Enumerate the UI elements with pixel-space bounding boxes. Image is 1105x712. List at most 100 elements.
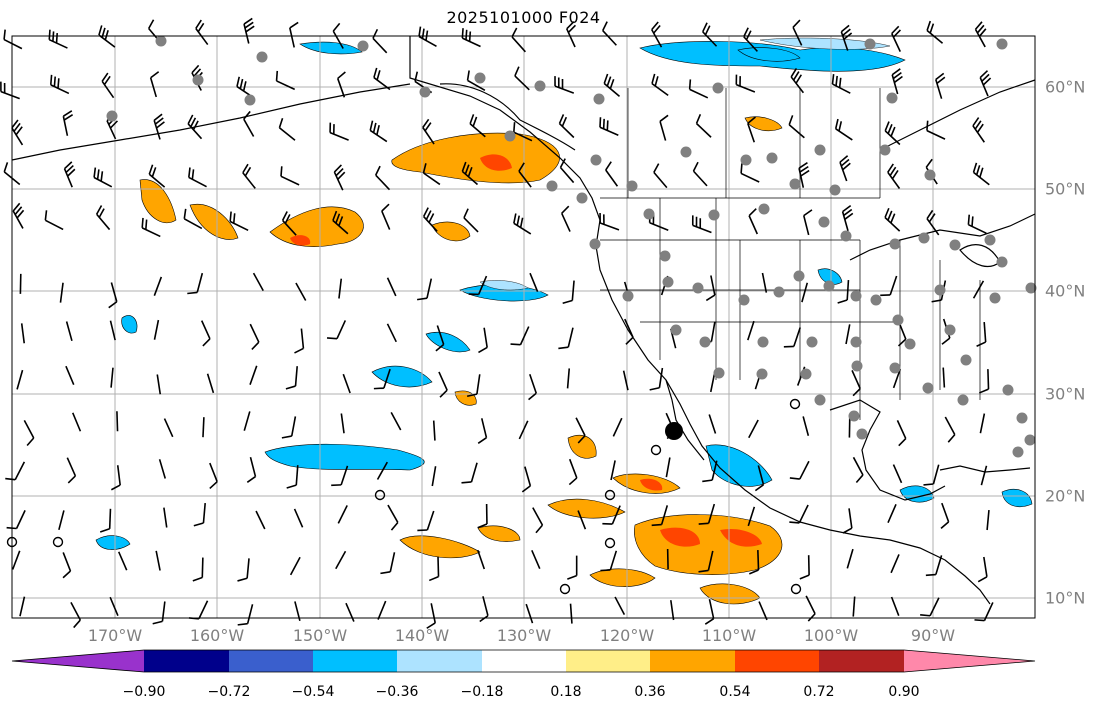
station-dot: [851, 360, 863, 372]
wind-barb: [141, 217, 161, 238]
station-dot: [840, 230, 852, 242]
wind-barb: [513, 213, 532, 235]
station-dot: [643, 208, 655, 220]
station-dot: [662, 276, 674, 288]
station-dot: [670, 324, 682, 336]
wind-barb: [422, 163, 441, 186]
wind-barb: [518, 162, 532, 188]
wind-barb: [575, 417, 586, 444]
longitude-tick-label: 160°W: [189, 626, 245, 645]
colorbar-tick-label: −0.36: [375, 684, 419, 700]
colorbar-segment: [229, 650, 313, 672]
wind-barb: [531, 549, 541, 569]
wind-barb: [846, 548, 854, 569]
wind-barb: [926, 120, 946, 140]
station-dot: [106, 110, 118, 122]
station-dot: [996, 38, 1008, 50]
station-dot: [692, 282, 704, 294]
station-dot: [879, 144, 891, 156]
wind-barb: [332, 210, 349, 235]
wind-barb: [461, 462, 478, 484]
wind-barb: [478, 327, 488, 354]
wind-barb: [896, 420, 907, 447]
wind-barb: [978, 369, 990, 394]
wind-barb: [431, 466, 437, 487]
wind-barb: [670, 600, 675, 621]
wind-barb: [275, 70, 296, 91]
positive-anomaly-regions: [139, 116, 783, 605]
wind-barb: [743, 27, 758, 52]
wind-barb: [944, 416, 956, 443]
wind-barb: [740, 163, 760, 183]
station-dot: [192, 74, 204, 86]
wind-barb: [649, 367, 664, 391]
station-dot: [504, 130, 516, 142]
wind-barb: [599, 117, 619, 137]
wind-barb: [842, 508, 853, 534]
station-dot: [766, 152, 778, 164]
wind-barb: [979, 413, 986, 434]
station-dot: [1002, 384, 1014, 396]
wind-barb: [294, 328, 305, 354]
wind-barb: [252, 272, 264, 291]
wind-barb: [708, 414, 717, 434]
wind-barb: [5, 461, 26, 481]
station-dot: [989, 292, 1001, 304]
wind-barb: [986, 510, 990, 531]
colorbar-extend-low: [12, 650, 144, 672]
wind-barb: [438, 371, 448, 398]
wind-barb: [698, 503, 716, 525]
wind-barb: [16, 369, 24, 390]
longitude-tick-label: 100°W: [803, 626, 859, 645]
longitude-tick-label: 130°W: [496, 626, 552, 645]
wind-barb: [831, 74, 851, 94]
wind-barb: [566, 368, 571, 389]
latitude-tick-label: 60°N: [1045, 77, 1086, 97]
colorbar-outline: [11, 649, 1036, 673]
wind-barb: [761, 272, 768, 293]
colorbar-segment: [819, 650, 904, 672]
station-dot: [889, 362, 901, 374]
wind-barb: [477, 418, 488, 444]
wind-barb: [289, 556, 301, 576]
wind-barb: [65, 321, 73, 341]
wind-barb: [293, 508, 304, 528]
station-dot: [848, 410, 860, 422]
station-dot: [546, 180, 558, 192]
wind-barb: [243, 110, 255, 137]
wind-barb: [979, 70, 992, 97]
weak-negative-regions: [479, 37, 891, 291]
station-dot: [756, 368, 768, 380]
wind-barb: [0, 81, 20, 100]
wind-barb: [65, 365, 75, 385]
wind-barb: [195, 19, 209, 46]
wind-barb: [511, 27, 526, 53]
wind-barb: [236, 76, 255, 99]
wind-barb: [333, 164, 346, 191]
wind-barb: [758, 601, 768, 621]
station-dot: [708, 209, 720, 221]
wind-barb: [799, 555, 810, 580]
wind-barb: [286, 465, 299, 489]
colorbar-segment: [144, 650, 229, 672]
wind-barb: [748, 419, 759, 439]
wind-barb: [651, 73, 669, 97]
station-dot: [806, 336, 818, 348]
wind-barb: [747, 116, 756, 143]
wind-barb: [688, 79, 709, 99]
longitude-tick-label: 90°W: [910, 626, 956, 645]
wind-barb: [255, 510, 266, 530]
wind-barb: [99, 508, 112, 533]
wind-barb: [880, 275, 898, 297]
wind-barb: [477, 504, 488, 529]
wind-barb: [532, 507, 544, 534]
colorbar-tick-label: 0.90: [888, 684, 920, 700]
wind-barb: [369, 120, 388, 143]
wind-barb: [967, 214, 987, 235]
wind-barb: [243, 411, 251, 431]
wind-barb: [802, 416, 810, 436]
wind-barb: [372, 28, 388, 54]
station-dot: [800, 368, 812, 380]
wind-barb: [373, 67, 391, 91]
